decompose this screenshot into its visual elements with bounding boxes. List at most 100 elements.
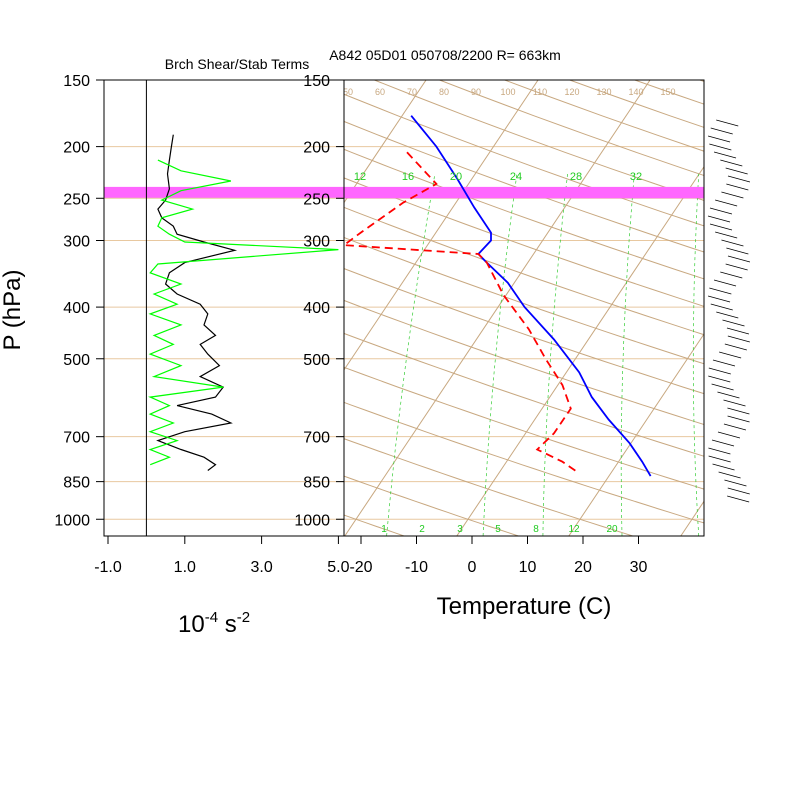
wind-barb [711,439,735,447]
y-tick-label: 500 [63,352,90,369]
x-unit-exponent-1: -4 [205,609,218,626]
adiabat-label: 50 [343,87,353,97]
wind-barb [712,463,735,471]
y-tick-label: 150 [63,73,90,90]
left-y-ticks: 150 200 250 300 400 500 700 850 1000 [54,73,104,529]
y-tick-label: 1000 [294,512,330,529]
x-tick-label: 3.0 [250,559,272,576]
mixing-ratio-line [542,173,568,536]
wind-barb [724,479,747,487]
wind-barb [726,183,749,191]
y-tick-label: 300 [303,233,330,250]
mixing-ratio-label: 12 [354,171,366,183]
dry-adiabat [344,475,519,536]
wind-barb [727,175,751,183]
wind-barb [717,431,741,439]
adiabat-label: 150 [660,87,675,97]
dry-adiabat [344,401,704,524]
x-tick-label: 30 [630,559,648,576]
mixing-ratio-label: 20 [450,171,462,183]
adiabat-label: 140 [628,87,643,97]
wind-barb [707,135,731,143]
profile-line [148,159,339,466]
wind-barb [722,319,745,327]
isotherm [793,0,800,536]
mixing-ratio-label: 12 [568,524,580,535]
right-panel-frame [343,79,705,537]
right-x-ticks: -20 -10 0 10 20 30 [349,536,648,576]
mixing-ratio-line [620,173,635,536]
wind-barb [720,159,743,167]
dry-adiabat [633,80,704,105]
dewpoint-line [344,151,580,475]
y-tick-label: 200 [63,140,90,157]
wind-barb [727,495,750,503]
mixing-ratio-line [482,173,518,536]
mixing-ratio-label: 3 [457,524,463,535]
mixing-ratio-line [755,174,768,536]
wind-barb [709,143,732,151]
wind-barb [707,295,731,303]
wind-barb [719,351,742,359]
wind-barb [713,151,737,159]
wind-barb [710,127,733,135]
dry-adiabat [344,268,704,395]
adiabat-label: 110 [533,87,547,97]
y-tick-label: 300 [63,233,90,250]
isotherm [344,80,539,371]
y-tick-label: 400 [63,300,90,317]
skewt-series-group [344,115,652,477]
mixing-ratio-label: 2 [419,524,425,535]
adiabat-label: 80 [439,87,449,97]
adiabat-label: 60 [375,87,385,97]
adiabat-label: 70 [407,87,417,97]
left-panel-title: Brch Shear/Stab Terms [165,56,309,72]
y-tick-label: 850 [63,475,90,492]
wind-barb [713,279,737,287]
adiabat-label: 120 [564,87,579,97]
wind-barb [724,343,747,351]
adiabat-label: 90 [471,87,481,97]
dry-adiabat [344,236,704,365]
wind-barb [720,271,743,279]
wind-barb [716,311,739,319]
adiabat-label: 130 [596,87,611,97]
wind-barb [715,199,738,207]
x-unit-s: s [218,611,237,638]
wind-barb [708,455,731,463]
x-unit-exponent-2: -2 [237,609,250,626]
x-unit-base: 10 [178,611,205,638]
temperature-line [410,115,652,477]
mixing-ratio-label: 16 [402,171,414,183]
wind-barb [723,423,747,431]
dry-adiabat [0,72,290,536]
mixing-ratio-label: 5 [495,524,501,535]
wind-barb [723,399,746,407]
wind-barb [716,119,739,127]
isotherm [0,0,41,536]
y-tick-label: 250 [63,191,90,208]
left-pressure-grid [104,80,344,536]
right-x-axis-label: Temperature (C) [437,593,612,620]
wind-barb [710,303,733,311]
wind-barb [715,231,738,239]
dry-adiabat [344,177,704,307]
mixing-ratio-line [386,173,436,536]
dry-adiabat [438,80,704,176]
left-series-group [148,134,339,471]
wind-barb [725,263,748,271]
mixing-ratio-line [692,173,700,536]
wind-barb [718,471,741,479]
left-panel: 150 200 250 300 400 500 700 850 1000 -1.0 1.0 3.0 5… [54,73,349,576]
chart-title: A842 05D01 050708/2200 R= 663km [329,47,561,63]
wind-barb [727,487,750,495]
mixing-ratio-label: 32 [630,171,642,183]
x-tick-label: 10 [519,559,537,576]
highlight-band-left [104,186,344,199]
wind-barb [721,191,744,199]
wind-barb [708,367,731,375]
mixing-ratio-label: 28 [570,171,582,183]
